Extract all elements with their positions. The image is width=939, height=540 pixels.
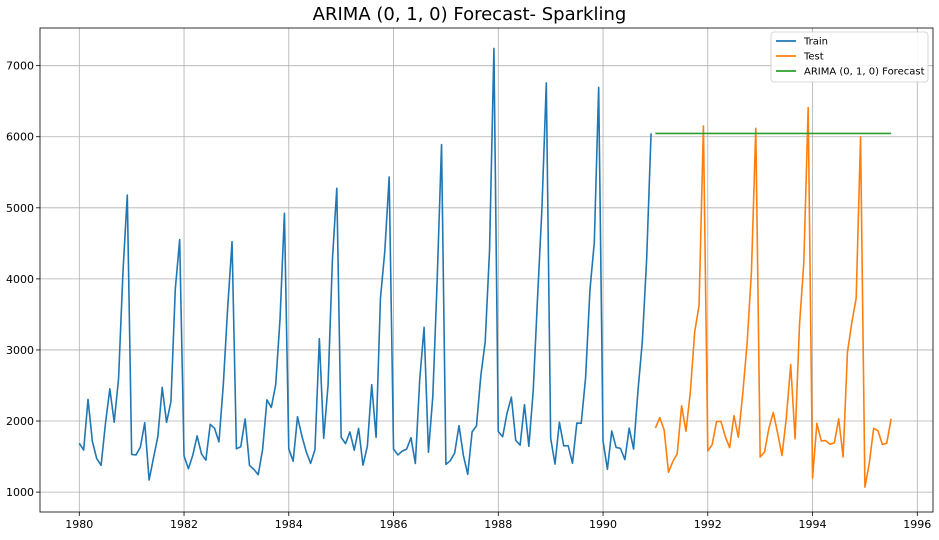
y-tick-label: 6000 xyxy=(6,131,34,144)
y-tick-label: 3000 xyxy=(6,344,34,357)
x-tick-label: 1982 xyxy=(170,518,198,531)
series-line-train xyxy=(78,47,652,481)
x-tick-label: 1994 xyxy=(799,518,827,531)
x-tick-label: 1984 xyxy=(275,518,303,531)
legend: Train Test ARIMA (0, 1, 0) Forecast xyxy=(770,31,929,83)
grid-layer xyxy=(40,28,933,512)
plot-frame xyxy=(39,27,934,513)
y-tick-label: 2000 xyxy=(6,415,34,428)
legend-box xyxy=(770,31,929,83)
x-tick-label: 1988 xyxy=(484,518,512,531)
y-tick-label: 1000 xyxy=(6,486,34,499)
x-tick-label: 1986 xyxy=(380,518,408,531)
chart-title: ARIMA (0, 1, 0) Forecast- Sparkling xyxy=(312,4,627,25)
series-layer xyxy=(78,47,892,488)
y-tick-label: 7000 xyxy=(6,60,34,73)
x-tick-label: 1980 xyxy=(65,518,93,531)
legend-label: Train xyxy=(803,37,828,48)
x-tick-label: 1996 xyxy=(903,518,931,531)
legend-label: ARIMA (0, 1, 0) Forecast xyxy=(804,67,925,78)
legend-label: Test xyxy=(803,52,824,63)
y-tick-label: 4000 xyxy=(6,273,34,286)
x-tick-label: 1990 xyxy=(589,518,617,531)
y-tick-label: 5000 xyxy=(6,202,34,215)
x-tick-label: 1992 xyxy=(694,518,722,531)
series-line-test xyxy=(654,106,892,488)
ticks-layer: 1980 1982 1984 1986 1988 1990 1992 1994 1996 1000… xyxy=(6,60,931,531)
